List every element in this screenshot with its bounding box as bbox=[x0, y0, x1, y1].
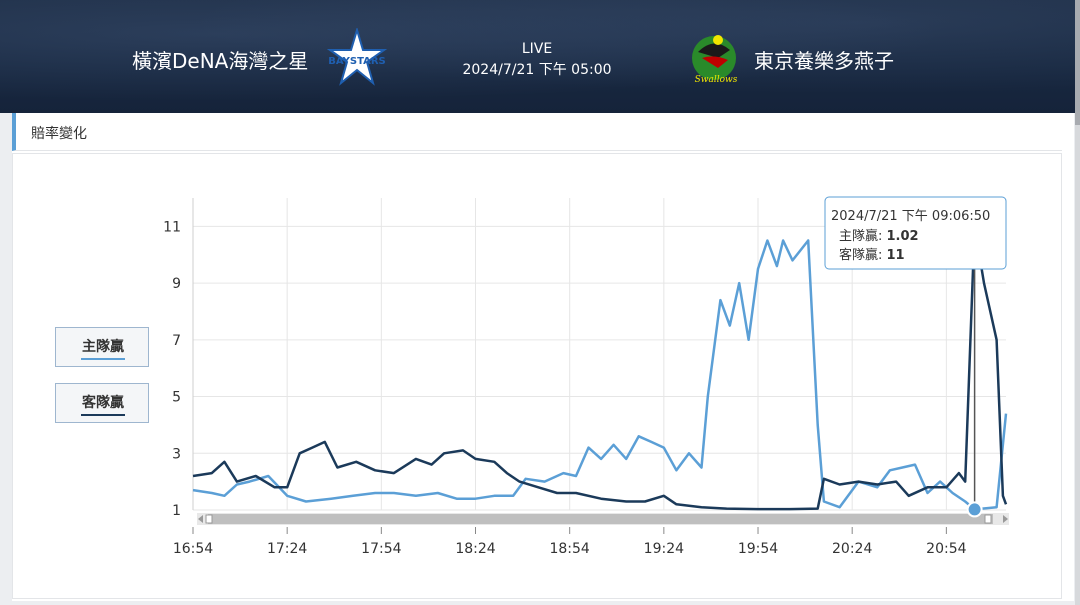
x-tick-label: 18:54 bbox=[549, 541, 589, 557]
tooltip-away-value: 11 bbox=[887, 248, 905, 263]
tooltip-home-label: 主隊贏: bbox=[839, 228, 887, 244]
away-team-name: 東京養樂多燕子 bbox=[754, 49, 894, 73]
panel-title: 賠率變化 bbox=[31, 126, 87, 142]
navigator-right-handle[interactable] bbox=[984, 514, 992, 524]
y-tick-label: 5 bbox=[172, 390, 181, 406]
x-tick-label: 18:24 bbox=[455, 541, 495, 557]
svg-text:Swallows: Swallows bbox=[695, 75, 738, 85]
home-team-name: 橫濱DeNA海灣之星 bbox=[132, 49, 309, 73]
navigator-thumb[interactable] bbox=[208, 514, 993, 524]
x-tick-label: 19:54 bbox=[738, 541, 778, 557]
x-tick-label: 19:24 bbox=[644, 541, 684, 557]
baystars-logo-icon: BAYSTARS bbox=[327, 28, 387, 86]
chart-container: 主隊贏 客隊贏 1 3 5 7 9 11 16:54 17:24 17:54 18:24 18:54… bbox=[12, 153, 1062, 599]
hover-marker-home bbox=[966, 501, 983, 518]
legend-away-swatch bbox=[81, 414, 125, 416]
odds-line-chart[interactable]: 1 3 5 7 9 11 16:54 17:24 17:54 18:24 18:54 19:24 19:… bbox=[13, 154, 1061, 598]
tooltip-box bbox=[824, 196, 1007, 270]
chart-tooltip: 2024/7/21 下午 09:06:50 主隊贏: 1.02 客隊贏: 11 bbox=[824, 196, 1007, 270]
page-scrollbar[interactable] bbox=[1075, 0, 1080, 605]
legend-away-label: 客隊贏 bbox=[82, 395, 124, 411]
y-tick-label: 1 bbox=[172, 503, 181, 519]
tooltip-time: 2024/7/21 下午 09:06:50 bbox=[831, 209, 990, 224]
y-tick-label: 11 bbox=[163, 219, 181, 235]
away-odds-line bbox=[192, 225, 1008, 511]
range-navigator[interactable] bbox=[197, 513, 1009, 525]
legend-home-swatch bbox=[81, 358, 125, 360]
y-tick-label: 9 bbox=[172, 276, 181, 292]
legend-home-label: 主隊贏 bbox=[82, 339, 124, 355]
y-tick-label: 3 bbox=[172, 446, 181, 462]
x-tick-label: 17:54 bbox=[361, 541, 401, 557]
match-header: 橫濱DeNA海灣之星 BAYSTARS LIVE 2024/7/21 下午 05… bbox=[0, 0, 1075, 113]
match-status: LIVE 2024/7/21 下午 05:00 bbox=[456, 41, 618, 79]
tooltip-home-value: 1.02 bbox=[887, 229, 919, 244]
navigator-right-arrow-icon[interactable] bbox=[1003, 515, 1008, 523]
swallows-logo-icon: Swallows bbox=[692, 35, 738, 85]
match-datetime: 2024/7/21 下午 05:00 bbox=[462, 62, 612, 78]
home-odds-line bbox=[192, 239, 1008, 511]
x-tick-label: 20:24 bbox=[832, 541, 872, 557]
odds-panel: 賠率變化 主隊贏 客隊贏 1 3 5 7 9 11 16:54 17:24 17:54 18:24… bbox=[12, 113, 1074, 601]
live-label: LIVE bbox=[521, 41, 553, 57]
x-tick-label: 16:54 bbox=[173, 541, 213, 557]
y-tick-label: 7 bbox=[172, 333, 181, 349]
panel-title-bar: 賠率變化 bbox=[12, 113, 1062, 151]
tooltip-home-row: 主隊贏: 1.02 bbox=[839, 228, 919, 244]
navigator-left-handle[interactable] bbox=[205, 514, 213, 524]
tooltip-away-label: 客隊贏: bbox=[839, 247, 887, 263]
x-tick-label: 17:24 bbox=[267, 541, 307, 557]
svg-text:BAYSTARS: BAYSTARS bbox=[328, 56, 386, 67]
navigator-left-arrow-icon[interactable] bbox=[198, 515, 203, 523]
tooltip-away-row: 客隊贏: 11 bbox=[839, 247, 905, 263]
legend-away-button[interactable]: 客隊贏 bbox=[55, 383, 149, 423]
legend-home-button[interactable]: 主隊贏 bbox=[55, 327, 149, 367]
x-tick-label: 20:54 bbox=[926, 541, 966, 557]
